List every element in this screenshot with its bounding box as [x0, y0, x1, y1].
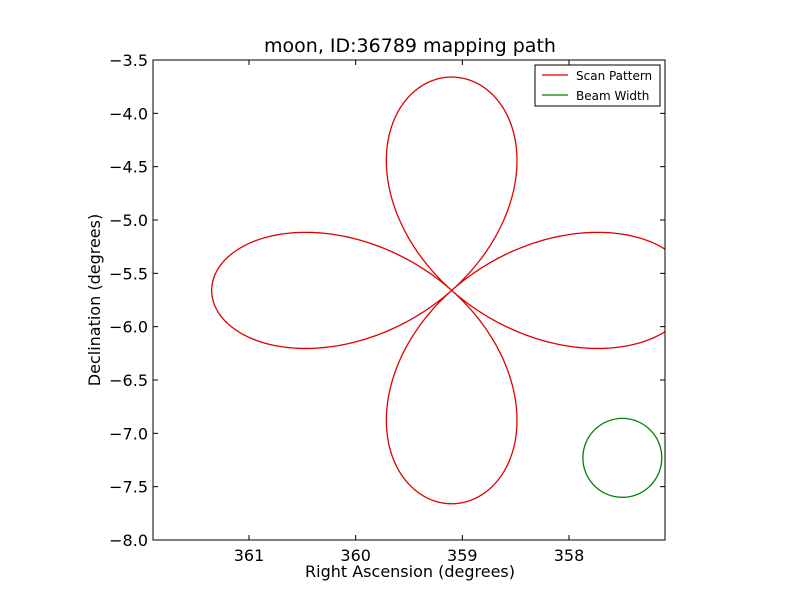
y-tick-label: −5.0 [109, 211, 148, 230]
y-tick-label: −7.0 [109, 424, 148, 443]
y-tick-label: −6.0 [109, 318, 148, 337]
x-axis: 361 360 359 358 [234, 60, 585, 565]
series-layer [211, 76, 665, 505]
chart-title: moon, ID:36789 mapping path [264, 35, 556, 57]
x-tick-label: 360 [340, 546, 371, 565]
scan-pattern-line [211, 76, 665, 505]
y-tick-label: −4.0 [109, 104, 148, 123]
x-tick-label: 361 [234, 546, 265, 565]
y-tick-label: −5.5 [109, 264, 148, 283]
x-tick-label: 358 [554, 546, 585, 565]
y-tick-label: −4.5 [109, 158, 148, 177]
x-tick-label: 359 [447, 546, 478, 565]
legend-frame [534, 64, 661, 107]
y-tick-label: −8.0 [109, 531, 148, 550]
plot-area: 361 360 359 358 −3.5 −4.0 −4.5 −5.0 −5.5 −6.0 −6.… [109, 51, 666, 565]
plot-frame [152, 59, 666, 541]
x-axis-label: Right Ascension (degrees) [305, 562, 515, 581]
y-tick-label: −6.5 [109, 371, 148, 390]
beam-width-circle [582, 417, 663, 498]
legend: Scan Pattern Beam Width [534, 64, 661, 107]
legend-label-beam-width: Beam Width [576, 89, 649, 103]
y-tick-label: −3.5 [109, 51, 148, 70]
y-axis-label: Declination (degrees) [85, 214, 104, 386]
y-tick-label: −7.5 [109, 478, 148, 497]
legend-label-scan-pattern: Scan Pattern [576, 69, 652, 83]
y-axis: −3.5 −4.0 −4.5 −5.0 −5.5 −6.0 −6.5 −7.0 −7.5 −8.0 [109, 51, 665, 550]
